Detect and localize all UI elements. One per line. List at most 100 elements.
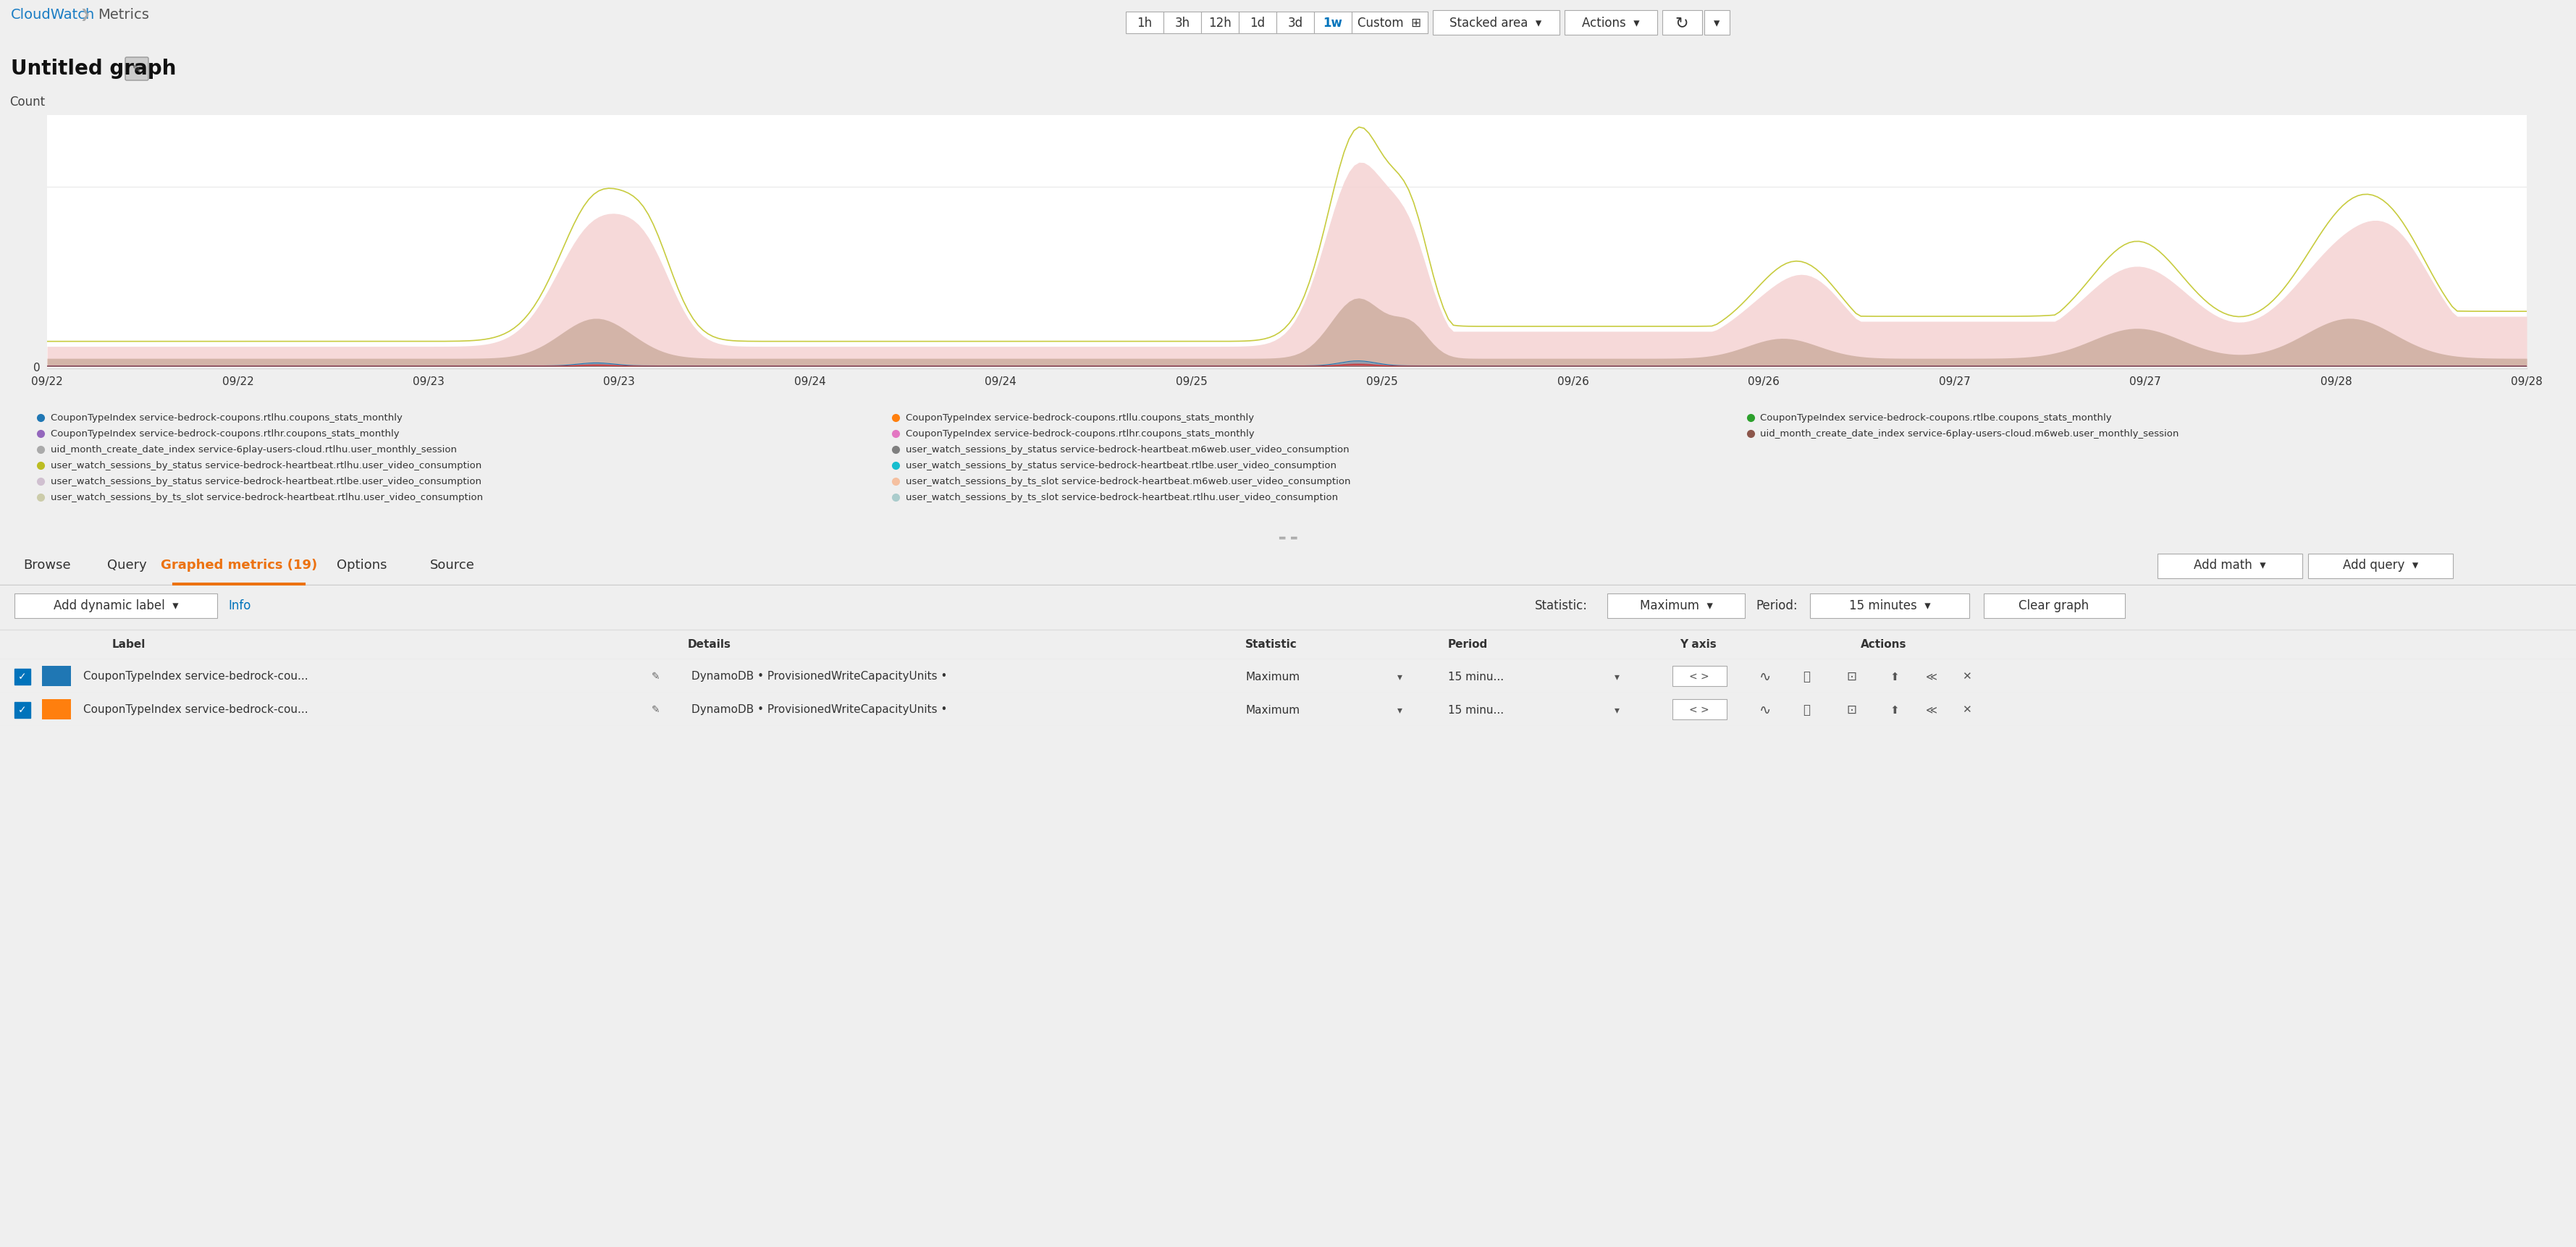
Text: user_watch_sessions_by_ts_slot service-bedrock-heartbeat.rtlhu.user_video_consum: user_watch_sessions_by_ts_slot service-b… [52,493,482,503]
Text: CouponTypeIndex service-bedrock-cou...: CouponTypeIndex service-bedrock-cou... [82,671,309,682]
Text: Statistic: Statistic [1244,638,1298,650]
Text: DynamoDB • ProvisionedWriteCapacityUnits •: DynamoDB • ProvisionedWriteCapacityUnits… [690,671,948,682]
Text: Metrics: Metrics [98,7,149,21]
FancyBboxPatch shape [126,57,149,81]
Text: ▾: ▾ [1396,705,1401,715]
FancyBboxPatch shape [1352,12,1427,34]
Text: 3h: 3h [1175,16,1190,30]
FancyBboxPatch shape [41,666,72,686]
Text: ⊡: ⊡ [1847,670,1857,683]
FancyBboxPatch shape [1200,12,1239,34]
Text: 15 minu...: 15 minu... [1448,671,1504,682]
FancyBboxPatch shape [1811,594,1968,619]
Text: 12h: 12h [1208,16,1231,30]
Text: ═  ═: ═ ═ [1278,532,1298,544]
FancyBboxPatch shape [1672,666,1726,686]
FancyBboxPatch shape [1239,12,1278,34]
FancyBboxPatch shape [1672,700,1726,720]
Text: Statistic:: Statistic: [1535,599,1587,612]
FancyBboxPatch shape [1564,11,1656,35]
FancyBboxPatch shape [10,180,39,193]
FancyBboxPatch shape [2308,554,2452,579]
Text: CouponTypeIndex service-bedrock-coupons.rtlbe.coupons_stats_monthly: CouponTypeIndex service-bedrock-coupons.… [1759,413,2112,423]
Text: ↻: ↻ [1674,16,1690,30]
Text: user_watch_sessions_by_status service-bedrock-heartbeat.rtlbe.user_video_consump: user_watch_sessions_by_status service-be… [904,461,1337,470]
Text: ∿: ∿ [1759,670,1772,683]
Text: ✓: ✓ [18,671,26,681]
Text: ▾: ▾ [1615,671,1620,681]
Text: < >: < > [1690,705,1710,715]
Text: CouponTypeIndex service-bedrock-coupons.rtlhu.coupons_stats_monthly: CouponTypeIndex service-bedrock-coupons.… [52,413,402,423]
Text: < >: < > [1690,671,1710,681]
FancyBboxPatch shape [2159,554,2303,579]
Text: 15 minutes  ▾: 15 minutes ▾ [1850,599,1929,612]
Text: ✓: ✓ [18,705,26,715]
Text: uid_month_create_date_index service-6play-users-cloud.rtlhu.user_monthly_session: uid_month_create_date_index service-6pla… [52,445,456,455]
Text: Add dynamic label  ▾: Add dynamic label ▾ [54,599,178,612]
FancyBboxPatch shape [1126,12,1164,34]
Text: ⬆: ⬆ [1891,705,1899,715]
Text: ≪: ≪ [1927,705,1937,715]
Text: 🔔: 🔔 [1803,703,1811,716]
Text: 3d: 3d [1288,16,1303,30]
FancyBboxPatch shape [41,700,72,720]
FancyBboxPatch shape [15,702,31,718]
FancyBboxPatch shape [1705,11,1728,35]
Text: user_watch_sessions_by_status service-bedrock-heartbeat.m6web.user_video_consump: user_watch_sessions_by_status service-be… [904,445,1350,455]
Text: CouponTypeIndex service-bedrock-coupons.rtlhr.coupons_stats_monthly: CouponTypeIndex service-bedrock-coupons.… [904,429,1255,439]
Text: Browse: Browse [23,559,70,571]
Text: Options: Options [337,559,386,571]
Text: CouponTypeIndex service-bedrock-cou...: CouponTypeIndex service-bedrock-cou... [82,705,309,715]
Text: ✎: ✎ [652,705,659,715]
Text: CouponTypeIndex service-bedrock-coupons.rtlhr.coupons_stats_monthly: CouponTypeIndex service-bedrock-coupons.… [52,429,399,439]
Text: Maximum  ▾: Maximum ▾ [1638,599,1713,612]
FancyBboxPatch shape [15,594,216,619]
Text: Add math  ▾: Add math ▾ [2195,559,2267,571]
Text: user_watch_sessions_by_status service-bedrock-heartbeat.rtlhu.user_video_consump: user_watch_sessions_by_status service-be… [52,461,482,470]
Text: Query: Query [106,559,147,571]
Text: Stacked area  ▾: Stacked area ▾ [1450,16,1543,30]
Text: 1w: 1w [1324,16,1342,30]
Text: Custom  ⊞: Custom ⊞ [1358,16,1422,30]
Text: ∿: ∿ [1759,703,1772,717]
Text: ⊡: ⊡ [1847,703,1857,716]
FancyBboxPatch shape [1278,12,1314,34]
FancyBboxPatch shape [1984,594,2125,619]
Text: Period:: Period: [1757,599,1798,612]
Text: Period: Period [1448,638,1489,650]
Text: 15 minu...: 15 minu... [1448,705,1504,715]
Text: CouponTypeIndex service-bedrock-coupons.rtllu.coupons_stats_monthly: CouponTypeIndex service-bedrock-coupons.… [904,413,1255,423]
Text: 1h: 1h [1136,16,1151,30]
Text: user_watch_sessions_by_ts_slot service-bedrock-heartbeat.m6web.user_video_consum: user_watch_sessions_by_ts_slot service-b… [904,478,1350,486]
Text: Actions  ▾: Actions ▾ [1582,16,1641,30]
Text: ≪: ≪ [1927,671,1937,682]
FancyBboxPatch shape [10,180,39,193]
Text: 1d: 1d [1249,16,1265,30]
Text: ▾: ▾ [1396,671,1401,681]
FancyBboxPatch shape [1662,11,1703,35]
Text: user_watch_sessions_by_status service-bedrock-heartbeat.rtlbe.user_video_consump: user_watch_sessions_by_status service-be… [52,478,482,486]
Text: Maximum: Maximum [1244,705,1301,715]
Text: Graphed metrics (19): Graphed metrics (19) [160,559,317,571]
Text: Add query  ▾: Add query ▾ [2342,559,2419,571]
Text: Clear graph: Clear graph [2020,599,2089,612]
Text: ▾: ▾ [1713,16,1721,30]
Text: Actions: Actions [1860,638,1906,650]
Text: ✎: ✎ [131,65,142,75]
Text: DynamoDB • ProvisionedWriteCapacityUnits •: DynamoDB • ProvisionedWriteCapacityUnits… [690,705,948,715]
FancyBboxPatch shape [15,668,31,685]
FancyBboxPatch shape [1314,12,1352,34]
Text: ❯: ❯ [80,7,90,21]
FancyBboxPatch shape [1607,594,1744,619]
Text: Untitled graph: Untitled graph [10,59,175,79]
Text: Info: Info [229,599,250,612]
Text: ✕: ✕ [1963,671,1971,682]
FancyBboxPatch shape [1164,12,1200,34]
Text: ✕: ✕ [1963,705,1971,715]
Text: ✎: ✎ [652,671,659,681]
Text: Details: Details [688,638,732,650]
Text: ⬆: ⬆ [1891,671,1899,682]
Text: Y axis: Y axis [1680,638,1716,650]
Text: uid_month_create_date_index service-6play-users-cloud.m6web.user_monthly_session: uid_month_create_date_index service-6pla… [1759,429,2179,439]
Text: Count: Count [10,96,46,108]
